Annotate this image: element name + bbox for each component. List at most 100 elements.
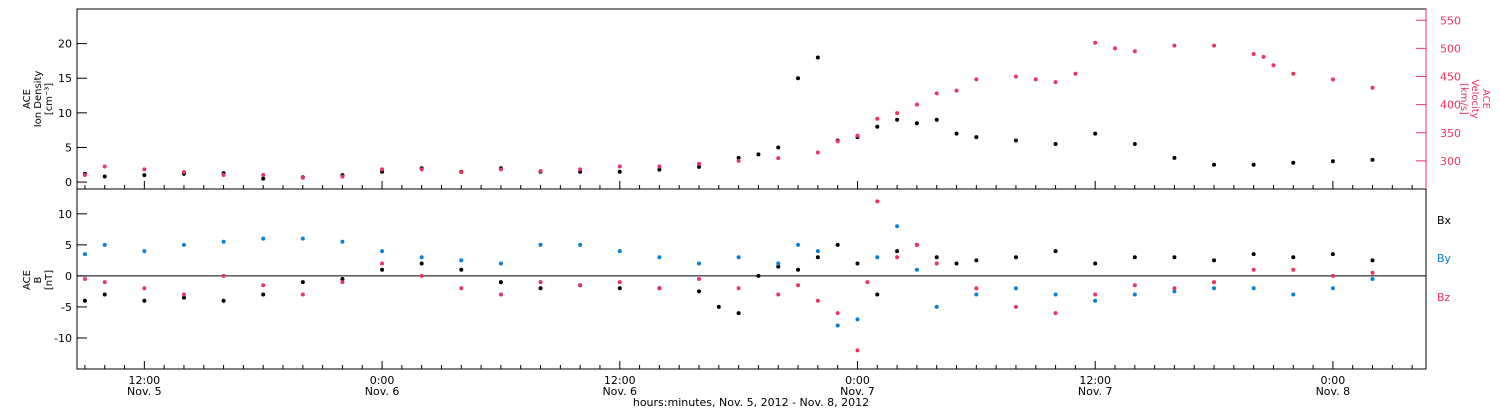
bx-point xyxy=(716,304,721,309)
density-axis-ticks: 0 5 10 15 20 xyxy=(58,38,87,189)
bz-series xyxy=(82,199,1375,353)
density-point xyxy=(1013,138,1018,143)
velocity-axis-title-line-3: [km/s] xyxy=(1458,83,1469,115)
bx-point xyxy=(538,286,543,291)
velocity-point xyxy=(142,167,147,172)
by-point xyxy=(380,249,385,254)
by-series xyxy=(82,224,1375,328)
velocity-point xyxy=(221,172,226,177)
bx-point xyxy=(102,292,107,297)
by-point xyxy=(538,242,543,247)
bz-point xyxy=(300,292,305,297)
density-point xyxy=(1172,155,1177,160)
density-point xyxy=(895,117,900,122)
velocity-point xyxy=(1112,46,1117,51)
density-point xyxy=(1093,131,1098,136)
by-point xyxy=(261,236,266,241)
bz-point xyxy=(221,273,226,278)
velocity-point xyxy=(1271,63,1276,68)
velocity-point xyxy=(895,111,900,116)
by-point xyxy=(1370,277,1375,281)
velocity-point xyxy=(776,156,781,161)
velocity-point xyxy=(1291,71,1296,76)
by-point xyxy=(1132,292,1137,297)
by-point xyxy=(875,255,880,260)
velocity-point xyxy=(1013,74,1018,79)
bx-point xyxy=(875,292,880,297)
by-point xyxy=(974,292,979,297)
bx-point xyxy=(855,261,860,266)
bx-point xyxy=(181,295,186,300)
density-point xyxy=(1053,142,1058,146)
velocity-point xyxy=(1251,52,1256,56)
bfield-axis-title-line-3: [nT] xyxy=(44,270,55,290)
bz-point xyxy=(815,298,820,303)
bz-point xyxy=(617,280,622,285)
velocity-axis-ticks: 300 350 400 450 500 550 xyxy=(1416,14,1461,168)
density-tick-label: 15 xyxy=(58,72,72,85)
by-point xyxy=(1053,292,1058,297)
bz-point xyxy=(914,242,919,247)
bz-point xyxy=(796,283,801,288)
bx-point xyxy=(796,267,801,272)
velocity-point xyxy=(102,164,107,169)
bx-point xyxy=(380,267,385,272)
bx-point xyxy=(756,273,761,278)
bz-point xyxy=(835,311,840,316)
bx-point xyxy=(895,249,900,254)
velocity-point xyxy=(1132,49,1137,54)
legend-by: By xyxy=(1437,252,1452,265)
bz-point xyxy=(697,277,702,281)
bx-point xyxy=(459,267,464,272)
bz-point xyxy=(102,280,107,285)
density-point xyxy=(934,117,939,122)
by-point xyxy=(697,261,702,266)
density-point xyxy=(1251,162,1256,167)
bx-point xyxy=(974,258,979,263)
day-tick-label: Nov. 8 xyxy=(1316,385,1351,398)
bx-point xyxy=(419,261,424,266)
bx-point xyxy=(1212,258,1217,263)
velocity-point xyxy=(1053,80,1058,85)
density-point xyxy=(1132,142,1137,146)
velocity-point xyxy=(340,174,345,179)
density-point xyxy=(914,121,919,126)
bx-point xyxy=(1013,255,1018,260)
bx-point xyxy=(340,277,345,281)
time-tick-label: 12:00 xyxy=(1079,374,1111,387)
density-point xyxy=(776,145,781,150)
by-point xyxy=(1013,286,1018,291)
bfield-tick-label: 10 xyxy=(58,208,72,221)
density-axis-title: ACE Ion Density [cm⁻³] xyxy=(22,71,55,128)
density-point xyxy=(1212,162,1217,167)
bz-point xyxy=(736,286,741,291)
bfield-axis-title-line-1: ACE xyxy=(22,270,33,290)
by-point xyxy=(776,261,781,266)
density-point xyxy=(974,135,979,140)
density-point xyxy=(815,55,820,60)
velocity-point xyxy=(875,116,880,121)
density-axis-title-line-2: Ion Density xyxy=(33,71,44,128)
velocity-point xyxy=(954,88,959,93)
density-point xyxy=(875,124,880,129)
bz-point xyxy=(261,283,266,288)
density-point xyxy=(142,173,147,178)
day-tick-label: Nov. 5 xyxy=(127,385,162,398)
velocity-point xyxy=(578,167,583,172)
by-point xyxy=(578,242,583,247)
velocity-point xyxy=(1093,40,1098,45)
by-point xyxy=(1212,286,1217,291)
bx-point xyxy=(82,298,87,303)
density-point xyxy=(736,155,741,160)
bx-point xyxy=(934,255,939,260)
velocity-point xyxy=(855,133,860,138)
bfield-axis-title-line-2: B xyxy=(33,276,44,283)
by-point xyxy=(1093,298,1098,303)
bz-point xyxy=(419,273,424,278)
bx-point xyxy=(1251,252,1256,257)
bz-point xyxy=(974,286,979,291)
bx-point xyxy=(954,261,959,266)
bfield-tick-label: -10 xyxy=(54,332,72,345)
by-point xyxy=(142,249,147,254)
